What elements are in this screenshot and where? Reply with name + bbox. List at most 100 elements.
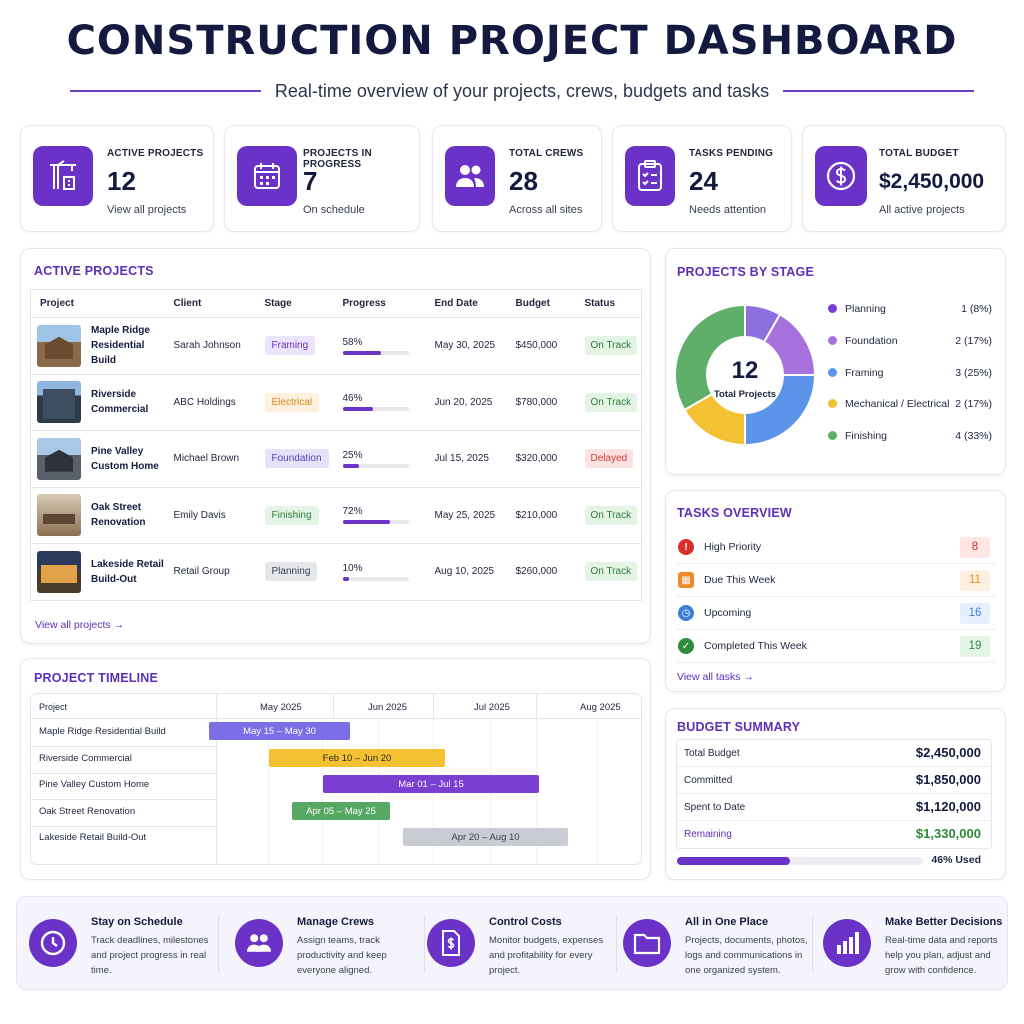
- clipboard-icon: [625, 146, 675, 206]
- task-count: 16: [960, 603, 990, 624]
- gantt-row-name: Pine Valley Custom Home: [39, 779, 150, 790]
- legend-dot: [828, 399, 837, 408]
- project-cell: Oak Street Renovation: [30, 487, 174, 544]
- gantt-bar[interactable]: Mar 01 – Jul 15: [323, 775, 539, 793]
- donut-slice-framing[interactable]: [744, 374, 816, 447]
- stat-card-in-progress[interactable]: PROJECTS IN PROGRESS 7 On schedule: [224, 125, 420, 232]
- project-name[interactable]: Riverside Commercial: [91, 389, 149, 416]
- divider: [616, 915, 617, 973]
- client-cell: Michael Brown: [173, 430, 265, 488]
- calendar-icon: ▦: [678, 572, 694, 588]
- budget-label: Committed: [684, 775, 733, 786]
- table-row[interactable]: Oak Street Renovation Emily Davis Finishin…: [30, 487, 642, 544]
- stat-card-tasks-pending[interactable]: TASKS PENDING 24 Needs attention: [612, 125, 792, 232]
- stat-label: PROJECTS IN PROGRESS: [303, 148, 372, 170]
- progress-bar: [342, 463, 409, 468]
- view-all-projects-link[interactable]: View all projects →: [35, 619, 125, 631]
- status-badge: On Track: [584, 505, 638, 525]
- task-row[interactable]: ! High Priority 8: [676, 531, 996, 564]
- benefit-item: Make Better Decisions Real-time data and…: [815, 897, 1013, 991]
- progress-percent: 72%: [342, 506, 363, 518]
- project-cell: Lakeside Retail Build-Out: [31, 544, 174, 601]
- legend-label: Mechanical / Electrical: [845, 398, 950, 410]
- gantt-row-name: Lakeside Retail Build-Out: [39, 832, 147, 843]
- legend-count: 1 (8%): [961, 303, 992, 315]
- task-row[interactable]: ▦ Due This Week 11: [676, 564, 996, 597]
- column-header: Budget: [515, 289, 585, 318]
- page-title: CONSTRUCTION PROJECT DASHBOARD: [66, 18, 958, 64]
- budget-used-label: 46% Used: [931, 854, 981, 866]
- divider: [783, 90, 974, 92]
- gantt-bar[interactable]: Apr 20 – Aug 10: [403, 828, 568, 846]
- budget-table: Total Budget $2,450,000 Committed $1,850,0…: [676, 739, 992, 849]
- stat-value: 24: [689, 166, 718, 196]
- stat-value: 7: [303, 166, 318, 196]
- project-name[interactable]: Lakeside Retail Build-Out: [91, 558, 164, 585]
- calendar-icon: [237, 146, 297, 206]
- table-row[interactable]: Pine Valley Custom Home Michael Brown Foun…: [30, 430, 642, 488]
- progress-cell: 58%: [342, 317, 435, 375]
- project-name[interactable]: Maple Ridge Residential Build: [91, 325, 150, 367]
- task-label: Upcoming: [704, 607, 752, 619]
- task-label: High Priority: [704, 541, 762, 553]
- legend-dot: [828, 368, 837, 377]
- stat-card-total-budget[interactable]: TOTAL BUDGET $2,450,000 All active proje…: [802, 125, 1006, 232]
- end-date-cell: May 30, 2025: [434, 317, 516, 375]
- budget-summary-panel: BUDGET SUMMARY Total Budget $2,450,000 Co…: [665, 708, 1006, 880]
- project-name[interactable]: Oak Street Renovation: [91, 502, 146, 529]
- task-row[interactable]: ✓ Completed This Week 19: [676, 630, 996, 663]
- project-cell: Pine Valley Custom Home: [30, 430, 174, 488]
- gantt-bar[interactable]: May 15 – May 30: [209, 722, 350, 740]
- progress-fill: [342, 520, 391, 525]
- stat-note[interactable]: View all projects: [107, 204, 187, 216]
- benefit-desc: Real-time data and reports help you plan…: [885, 935, 998, 976]
- progress-bar: [342, 576, 409, 581]
- gantt-row-name: Riverside Commercial: [39, 753, 132, 764]
- stat-label: TASKS PENDING: [689, 148, 774, 159]
- stage-cell: Foundation: [264, 430, 343, 488]
- project-cell: Riverside Commercial: [30, 374, 174, 431]
- task-count: 11: [960, 570, 990, 591]
- budget-row: Spent to Date $1,120,000: [677, 794, 991, 821]
- stage-badge: Planning: [264, 562, 318, 582]
- benefit-item: Manage Crews Assign teams, track product…: [227, 897, 425, 991]
- benefit-title: Stay on Schedule: [91, 916, 183, 928]
- budget-label: Total Budget: [684, 748, 740, 759]
- legend-label: Framing: [845, 367, 884, 379]
- budget-cell: $210,000: [515, 487, 585, 544]
- legend-dot: [828, 304, 837, 313]
- stage-cell: Electrical: [264, 374, 343, 431]
- donut-slice-finishing[interactable]: [674, 303, 746, 412]
- section-title: ACTIVE PROJECTS: [34, 264, 154, 278]
- project-thumbnail: [37, 437, 81, 480]
- stat-card-total-crews[interactable]: TOTAL CREWS 28 Across all sites: [432, 125, 602, 232]
- month-label: Jun 2025: [368, 702, 408, 713]
- task-label: Completed This Week: [704, 640, 807, 652]
- gantt-bar[interactable]: Feb 10 – Jun 20: [269, 749, 445, 767]
- clock-icon: ◷: [678, 605, 694, 621]
- legend-item: Framing 3 (25%): [828, 367, 1008, 379]
- month-label: May 2025: [260, 702, 302, 713]
- view-all-tasks-link[interactable]: View all tasks →: [677, 671, 754, 683]
- section-title: PROJECTS BY STAGE: [677, 265, 814, 279]
- crane-icon: [33, 146, 93, 206]
- row-divider: [31, 746, 216, 747]
- progress-percent: 58%: [342, 336, 363, 348]
- benefit-item: All in One Place Projects, documents, ph…: [615, 897, 813, 991]
- legend-item: Mechanical / Electrical 2 (17%): [828, 398, 1008, 410]
- row-divider: [31, 799, 216, 800]
- table-row[interactable]: Lakeside Retail Build-Out Retail Group Pla…: [31, 544, 642, 601]
- table-row[interactable]: Maple Ridge Residential Build Sarah Johns…: [30, 317, 642, 375]
- legend-count: 2 (17%): [955, 335, 992, 347]
- legend-count: 3 (25%): [955, 367, 992, 379]
- legend-label: Planning: [845, 303, 886, 315]
- benefit-item: Stay on Schedule Track deadlines, milest…: [21, 897, 219, 991]
- stat-card-active-projects[interactable]: ACTIVE PROJECTS 12 View all projects: [20, 125, 214, 232]
- client-cell: Emily Davis: [173, 487, 265, 544]
- gantt-bar[interactable]: Apr 05 – May 25: [292, 802, 390, 820]
- task-row[interactable]: ◷ Upcoming 16: [676, 597, 996, 630]
- project-name[interactable]: Pine Valley Custom Home: [91, 445, 159, 472]
- gantt-chart: Project May 2025 Jun 2025 Jul 2025 Aug 2…: [30, 693, 642, 865]
- gantt-project-header: Project: [39, 702, 68, 712]
- table-row[interactable]: Riverside Commercial ABC Holdings Electric…: [30, 374, 642, 431]
